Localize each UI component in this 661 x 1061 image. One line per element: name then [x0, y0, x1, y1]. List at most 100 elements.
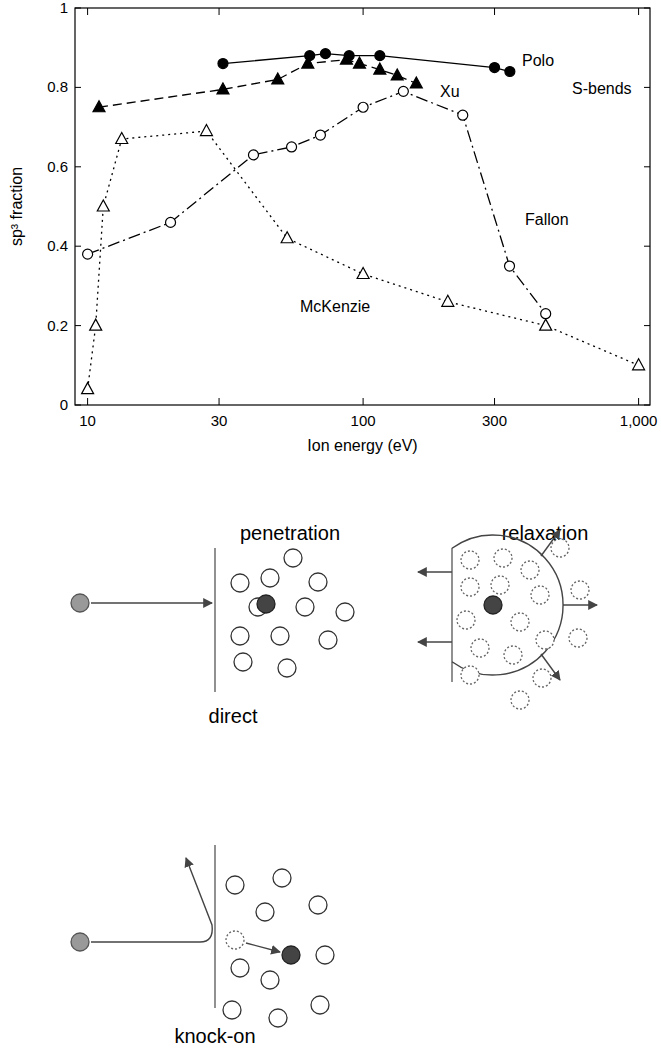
atom [231, 627, 249, 645]
figure: 00.20.40.60.8110301003001,000Ion energy … [0, 0, 661, 1061]
y-tick [75, 166, 81, 167]
x-tick [87, 8, 88, 15]
y-tick [644, 405, 650, 406]
y-tick-label: 0.6 [47, 158, 68, 175]
atom [284, 549, 302, 567]
atom [461, 666, 479, 684]
atom [457, 611, 475, 629]
x-tick-label: 10 [79, 412, 96, 429]
data-point [248, 150, 258, 160]
data-point [287, 142, 297, 152]
diagram-label: penetration [240, 522, 340, 544]
atom [533, 669, 551, 687]
data-point [490, 63, 500, 73]
data-point [540, 319, 552, 330]
surface [214, 845, 215, 1008]
atom [511, 613, 529, 631]
arrow [418, 641, 452, 642]
y-tick-label: 1 [60, 0, 68, 16]
thermal-spike [452, 535, 563, 675]
data-point [93, 101, 105, 112]
data-point [633, 359, 645, 370]
data-point [83, 249, 93, 259]
data-point [217, 83, 229, 94]
atom [571, 581, 589, 599]
data-point [302, 57, 314, 68]
atom [461, 578, 479, 596]
data-point [340, 53, 352, 64]
x-tick [638, 398, 639, 405]
atom [226, 876, 244, 894]
data-point [375, 51, 385, 61]
series-line [223, 54, 510, 72]
data-point [315, 130, 325, 140]
y-tick [644, 166, 650, 167]
data-point [82, 383, 94, 394]
x-tick-label: 30 [211, 412, 228, 429]
arrow [91, 858, 212, 942]
atom [504, 646, 522, 664]
data-point [97, 200, 109, 211]
atom [484, 596, 502, 614]
atom [536, 631, 554, 649]
data-point [357, 267, 369, 278]
atom [231, 574, 249, 592]
y-tick [75, 405, 81, 406]
data-point [116, 133, 128, 144]
data-point [166, 217, 176, 227]
arrow [541, 530, 560, 556]
data-point [410, 77, 422, 88]
y-tick [75, 87, 81, 88]
atom [336, 603, 354, 621]
y-tick-label: 0.8 [47, 78, 68, 95]
atom [257, 595, 275, 613]
series-label: McKenzie [300, 298, 370, 315]
series-label: Xu [440, 83, 460, 100]
atom [494, 549, 512, 567]
data-point [358, 102, 368, 112]
x-tick [363, 8, 364, 15]
plot-area [82, 49, 645, 394]
atom [223, 1001, 241, 1019]
surface [214, 548, 215, 692]
mechanism-diagram: penetrationdirectrelaxationknock-on [71, 522, 597, 1047]
atom [311, 996, 329, 1014]
data-point [505, 261, 515, 271]
atom [491, 576, 509, 594]
data-point [320, 49, 330, 59]
y-tick-label: 0.2 [47, 317, 68, 334]
data-point [272, 73, 284, 84]
atom [71, 933, 89, 951]
y-tick [75, 325, 81, 326]
x-tick [363, 398, 364, 405]
atom [471, 639, 489, 657]
atom [261, 569, 279, 587]
series-line [99, 60, 416, 108]
x-tick [494, 398, 495, 405]
data-point [541, 309, 551, 319]
series-labels: PoloXuMcKenzieFallon [298, 51, 571, 316]
atom [231, 959, 249, 977]
arrow [246, 943, 280, 952]
series-line [88, 131, 639, 389]
y-tick [75, 8, 81, 9]
atom [269, 1009, 287, 1027]
annotation: S-bends [572, 80, 632, 97]
data-point [458, 110, 468, 120]
y-tick [644, 325, 650, 326]
x-tick-label: 1,000 [620, 412, 658, 429]
atom [282, 946, 300, 964]
y-tick-label: 0 [60, 396, 68, 413]
x-tick-label: 100 [351, 412, 376, 429]
atom [234, 653, 252, 671]
y-tick [75, 246, 81, 247]
label-patch [438, 82, 462, 101]
data-point [90, 319, 102, 330]
data-point [281, 232, 293, 243]
atom [316, 946, 334, 964]
series-label: Polo [522, 52, 554, 69]
data-point [218, 59, 228, 69]
arrow [91, 602, 212, 603]
y-tick [644, 8, 650, 9]
atom [271, 627, 289, 645]
